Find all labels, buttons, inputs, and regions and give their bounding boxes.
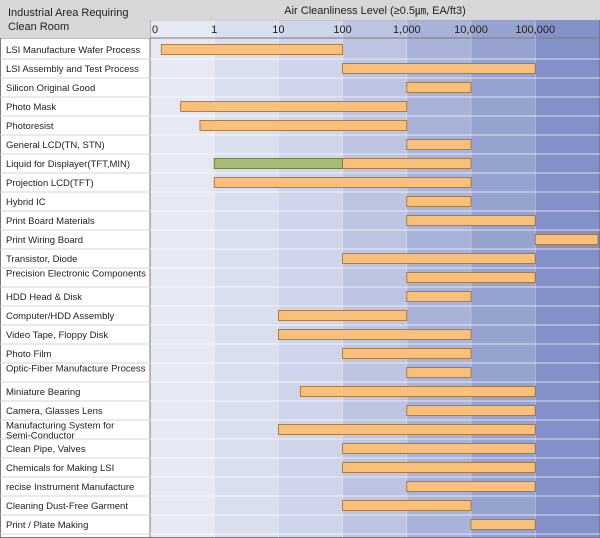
category-label: Photo Film: [6, 349, 51, 360]
category-label: Video Tape, Floppy Disk: [6, 330, 108, 341]
range-bar: [406, 405, 536, 416]
x-tick-label: 10,000: [454, 24, 488, 36]
x-tick-label: 1: [211, 24, 217, 36]
category-label: Precision Electronic Components: [6, 269, 146, 280]
category-label: Optic-Fiber Manufacture Process: [6, 364, 146, 375]
x-tick-label: 10: [272, 24, 284, 36]
category-label: LSI Manufacture Wafer Process: [6, 45, 141, 56]
range-bar: [406, 272, 536, 283]
range-bar: [342, 500, 472, 511]
category-label: LSI Assembly and Test Process: [6, 64, 139, 75]
category-label: Manufacturing System for: [6, 421, 114, 432]
x-tick-label: 0: [152, 24, 158, 36]
category-label: Transistor, Diode: [6, 254, 77, 265]
range-bar: [342, 63, 536, 74]
range-bar: [342, 443, 536, 454]
category-label: Print Board Materials: [6, 216, 95, 227]
range-bar: [406, 82, 472, 93]
range-bar: [342, 348, 472, 359]
category-label: recise Instrument Manufacture: [6, 482, 134, 493]
range-bar: [160, 44, 343, 55]
category-label: Print Wiring Board: [6, 235, 83, 246]
label-column: [0, 0, 150, 538]
cleanliness-band: [406, 0, 471, 538]
header-row: Industrial Area Requiring Clean Room Air…: [0, 0, 600, 38]
category-label: Semi-Conductor: [6, 431, 75, 442]
category-label: Projection LCD(TFT): [6, 178, 94, 189]
axis-title: Air Cleanliness Level (≥0.5㎛, EA/ft3): [284, 5, 466, 17]
cleanliness-band: [342, 0, 407, 538]
category-label: Chemicals for Making LSI: [6, 463, 114, 474]
category-rows: LSI Manufacture Wafer Process LSI Assembl…: [0, 45, 600, 535]
range-bar: [406, 215, 536, 226]
row-header-cell: [0, 0, 150, 38]
category-label: Hybrid IC: [6, 197, 46, 208]
cleanliness-band: [150, 0, 215, 538]
category-label: HDD Head & Disk: [6, 292, 82, 303]
category-label: Silicon Original Good: [6, 83, 95, 94]
range-bar: [406, 291, 472, 302]
category-label: Liquid for Displayer(TFT,MIN): [6, 159, 130, 170]
range-bar: [342, 253, 536, 264]
range-bar: [342, 462, 536, 473]
x-tick-label: 100,000: [515, 24, 555, 36]
range-bar: [406, 196, 472, 207]
category-label: Camera, Glasses Lens: [6, 406, 103, 417]
cleanliness-band: [471, 0, 536, 538]
range-bar: [470, 519, 536, 530]
x-tick-label: 1,000: [393, 24, 421, 36]
range-bar: [406, 139, 472, 150]
category-label: Photo Mask: [6, 102, 56, 113]
range-bar: [406, 367, 472, 378]
range-bar: [299, 386, 536, 397]
range-bar-highlight: [213, 158, 343, 169]
range-bar: [406, 481, 536, 492]
range-bar: [277, 310, 408, 321]
category-label: Miniature Bearing: [6, 387, 80, 398]
range-bar: [277, 424, 536, 435]
range-bar: [199, 120, 408, 131]
cleanliness-band: [214, 0, 279, 538]
category-label: Clean Pipe, Valves: [6, 444, 86, 455]
row-header-title: Industrial Area Requiring: [8, 7, 128, 19]
x-tick-labels: 0 1 10 100 1,000 10,000 100,000: [152, 24, 555, 36]
category-label: Computer/HDD Assembly: [6, 311, 114, 322]
range-bar: [277, 329, 472, 340]
category-label: General LCD(TN, STN): [6, 140, 105, 151]
range-bar: [342, 158, 472, 169]
category-label: Print / Plate Making: [6, 520, 88, 531]
range-bar: [534, 234, 599, 245]
cleanliness-band: [278, 0, 343, 538]
x-tick-label: 100: [333, 24, 351, 36]
axis-header-cell: [150, 0, 600, 20]
row-header-title: Clean Room: [8, 21, 69, 33]
category-label: Photoresist: [6, 121, 54, 132]
range-bars: [160, 44, 599, 530]
range-bar: [180, 101, 408, 112]
cleanliness-band: [535, 0, 600, 538]
category-label: Cleaning Dust-Free Garment: [6, 501, 128, 512]
range-bar: [213, 177, 472, 188]
